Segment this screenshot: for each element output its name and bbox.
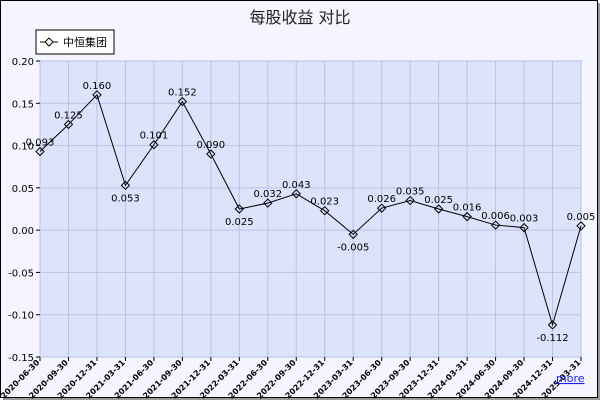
data-label: 0.005 — [567, 212, 596, 223]
y-tick-label: 0.20 — [12, 57, 34, 68]
data-label: 0.152 — [168, 88, 197, 99]
data-label: 0.026 — [367, 194, 396, 205]
data-label: 0.160 — [83, 81, 112, 92]
data-label: 0.053 — [111, 193, 140, 204]
data-point — [234, 204, 245, 214]
data-point — [35, 146, 45, 157]
data-label: 0.023 — [310, 197, 339, 208]
data-point — [92, 90, 102, 100]
legend-label: 中恒集团 — [63, 35, 107, 49]
data-label: 0.006 — [481, 211, 510, 222]
data-point — [405, 195, 415, 206]
data-point — [376, 203, 387, 213]
data-point — [263, 198, 273, 208]
data-point — [206, 149, 216, 159]
data-label: 0.003 — [510, 214, 539, 225]
data-point — [149, 140, 159, 150]
data-point — [576, 221, 586, 231]
data-label: 0.090 — [197, 140, 226, 151]
series-layer — [35, 90, 586, 330]
data-label: -0.112 — [536, 333, 568, 344]
y-tick-label: -0.10 — [8, 311, 34, 322]
legend-diamond-marker — [44, 37, 54, 47]
data-point — [490, 220, 501, 230]
data-point — [519, 222, 529, 233]
data-label: 0.025 — [225, 217, 254, 228]
plot-area — [39, 60, 582, 358]
data-point — [433, 204, 444, 214]
data-labels: 0.093 0.125 0.160 0.053 0.101 0.152 0.090 0.025… — [26, 81, 596, 344]
y-tick-label: 0.10 — [12, 142, 34, 153]
data-label: -0.005 — [337, 242, 369, 253]
data-label: 0.043 — [282, 180, 311, 191]
data-label: 0.125 — [54, 110, 83, 121]
data-point — [320, 205, 330, 216]
data-label: 0.093 — [26, 137, 55, 148]
data-point — [63, 119, 74, 130]
data-label: 0.032 — [253, 189, 282, 200]
data-point — [291, 189, 301, 199]
series-line — [39, 93, 582, 327]
data-label: 0.101 — [140, 131, 169, 142]
data-point — [348, 229, 358, 240]
data-point — [547, 320, 558, 330]
y-tick-label: -0.05 — [8, 268, 34, 279]
chart-title: 每股收益 对比 — [249, 8, 351, 27]
grid-lines — [39, 60, 582, 358]
y-tick-label: 0.05 — [12, 184, 34, 195]
data-label: 0.016 — [453, 203, 482, 214]
legend: 中恒集团 — [35, 29, 115, 55]
y-tick-label: -0.15 — [8, 353, 34, 364]
y-tick-label: 0.15 — [12, 99, 34, 110]
data-point — [177, 96, 188, 107]
x-axis-ticks: 2020-06-302020-09-302020-12-312021-03-31… — [0, 357, 583, 400]
data-label: 0.025 — [424, 195, 453, 206]
y-tick-label: 0.00 — [12, 226, 34, 237]
y-axis-ticks: 0.20 0.15 0.10 0.05 0.00 -0.05 -0.10 -0.15 — [8, 57, 40, 364]
data-label: 0.035 — [396, 187, 425, 198]
data-point — [462, 211, 472, 222]
data-point — [120, 180, 131, 191]
more-link[interactable]: more — [556, 372, 585, 385]
